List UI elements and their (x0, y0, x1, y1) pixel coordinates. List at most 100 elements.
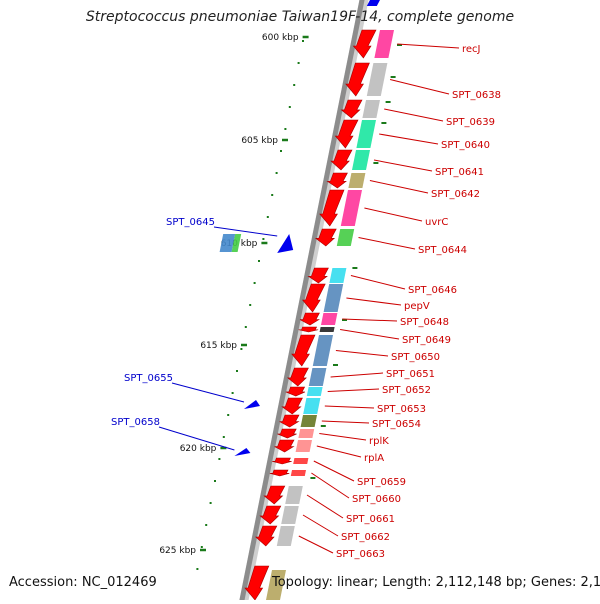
gene-label-SPT_0654: SPT_0654 (372, 419, 421, 430)
gene-feature-SPT_0659 (293, 458, 309, 464)
gene-leader-SPT_0640 (379, 133, 439, 145)
gene-label-SPT_0663: SPT_0663 (336, 549, 385, 560)
gene-label-SPT_0649: SPT_0649 (402, 335, 451, 346)
gene-feature-SPT_0646 (329, 268, 347, 283)
gene-leader-SPT_0649 (340, 329, 400, 340)
topology-text: Topology: linear; Length: 2,112,148 bp; … (272, 575, 600, 590)
gene-label-pepV: pepV (404, 301, 430, 312)
gene-arrow-SPT_0638 (345, 62, 370, 97)
scale-dot (284, 128, 287, 130)
scale-dot (214, 480, 216, 482)
gene-label-SPT_0659: SPT_0659 (357, 477, 406, 488)
gene-arrow-SPT_0649 (298, 326, 319, 333)
gene-leader-SPT_0654 (321, 420, 370, 424)
scale-dot (280, 150, 282, 152)
scale-tick-label: 620 kbp (180, 444, 217, 454)
gene-leader-SPT_0661 (306, 494, 344, 519)
gene-leader-SPT_0642 (369, 180, 429, 194)
gene-feature-SPT_0661 (285, 486, 303, 504)
gene-arrow-SPT_0639 (340, 99, 363, 119)
gene-arrow-rplA (274, 439, 295, 453)
gene-leader-SPT_0662 (302, 514, 339, 537)
gene-label-SPT_0662: SPT_0662 (341, 532, 390, 543)
gene-leader-SPT_0638 (389, 79, 450, 95)
scale-tick-label: 625 kbp (159, 546, 196, 556)
gene-label-SPT_0640: SPT_0640 (441, 140, 490, 151)
gene-leader-SPT_0644 (358, 237, 416, 250)
gene-label-SPT_0652: SPT_0652 (382, 385, 431, 396)
scale-tick-label: 605 kbp (241, 136, 278, 146)
gene-leader-rplA (316, 445, 362, 458)
gene-feature-SPT_0641 (352, 150, 370, 170)
gene-feature-SPT_0652 (306, 387, 323, 396)
gene-arrow-SPT_0648 (299, 312, 320, 326)
gene-feature-SPT_0648 (321, 313, 338, 325)
gene-leader-SPT_0639 (384, 108, 444, 122)
scale-tick-label: 615 kbp (200, 341, 237, 351)
scale-dot (222, 436, 225, 438)
gene-arrow-recJ (352, 29, 377, 59)
gene-label-SPT_0655: SPT_0655 (124, 373, 173, 384)
accession-text: Accession: NC_012469 (9, 575, 157, 590)
gene-feature-SPT_0642 (348, 173, 366, 188)
gene-arrow-partial-bottom (244, 565, 270, 601)
gene-arrow-SPT_0646 (307, 267, 329, 284)
gene-label-SPT_0641: SPT_0641 (435, 167, 484, 178)
gene-label-SPT_0644: SPT_0644 (418, 245, 467, 256)
gene-arrow-SPT_0654 (279, 414, 300, 428)
gene-label-SPT_0646: SPT_0646 (408, 285, 457, 296)
scale-dot (249, 304, 252, 306)
scale-dot (288, 106, 291, 108)
gene-arrow-partial-top (366, 0, 380, 6)
scale-dot (205, 524, 208, 526)
gene-arrow-SPT_0642 (326, 172, 348, 189)
gene-label-SPT_0651: SPT_0651 (386, 369, 435, 380)
gene-feature-SPT_0650 (312, 335, 333, 366)
gene-feature-partial-bottom (266, 570, 286, 600)
gene-arrow-SPT_0640 (334, 119, 359, 149)
scale-dot (271, 194, 274, 196)
scale-dot (231, 392, 234, 394)
gene-label-SPT_0661: SPT_0661 (346, 514, 395, 525)
gene-leader-uvrC (364, 207, 423, 222)
gene-leader-SPT_0648 (342, 318, 398, 322)
gene-leader-rplK (319, 433, 367, 441)
gene-arrow-SPT_0658 (234, 448, 251, 456)
gene-leader-SPT_0646 (350, 275, 406, 290)
gene-arrow-SPT_0641 (330, 149, 353, 171)
gene-feature-SPT_0645-b (231, 234, 242, 252)
gene-label-rplA: rplA (364, 453, 384, 464)
genome-title: Streptococcus pneumoniae Taiwan19F-14, c… (85, 9, 515, 25)
scale-dot (275, 172, 278, 174)
genome-backbone (238, 0, 365, 604)
scale-dot (266, 216, 269, 218)
gene-leader-recJ (397, 43, 460, 49)
gene-arrow-SPT_0645 (277, 234, 294, 253)
gene-label-SPT_0639: SPT_0639 (446, 117, 495, 128)
gene-feature-SPT_0660 (290, 470, 306, 476)
scale-dot (244, 326, 247, 328)
gene-feature-rplA (295, 440, 312, 452)
scale-dot (240, 348, 243, 350)
gene-feature-SPT_0638 (366, 63, 388, 96)
gene-feature-pepV (323, 284, 344, 312)
gene-feature-SPT_0644 (336, 229, 355, 246)
gene-feature-SPT_0654 (300, 415, 317, 427)
scale-dot (253, 282, 256, 284)
gene-leader-SPT_0651 (330, 372, 384, 378)
gene-label-SPT_0638: SPT_0638 (452, 90, 501, 101)
gene-leader-SPT_0663 (298, 535, 334, 554)
scale-tick-label: 600 kbp (262, 33, 299, 43)
gene-arrow-SPT_0652 (285, 386, 306, 397)
gene-feature-uvrC (340, 190, 362, 226)
scale-dot (262, 238, 265, 240)
gene-feature-SPT_0640 (356, 120, 376, 148)
gene-label-SPT_0642: SPT_0642 (431, 189, 480, 200)
gene-leader-pepV (346, 297, 402, 306)
gene-feature-SPT_0649 (319, 327, 335, 332)
gene-label-SPT_0660: SPT_0660 (352, 494, 401, 505)
gene-arrow-SPT_0661 (263, 485, 286, 505)
gene-feature-recJ (374, 30, 394, 58)
scale-dot (258, 260, 260, 262)
